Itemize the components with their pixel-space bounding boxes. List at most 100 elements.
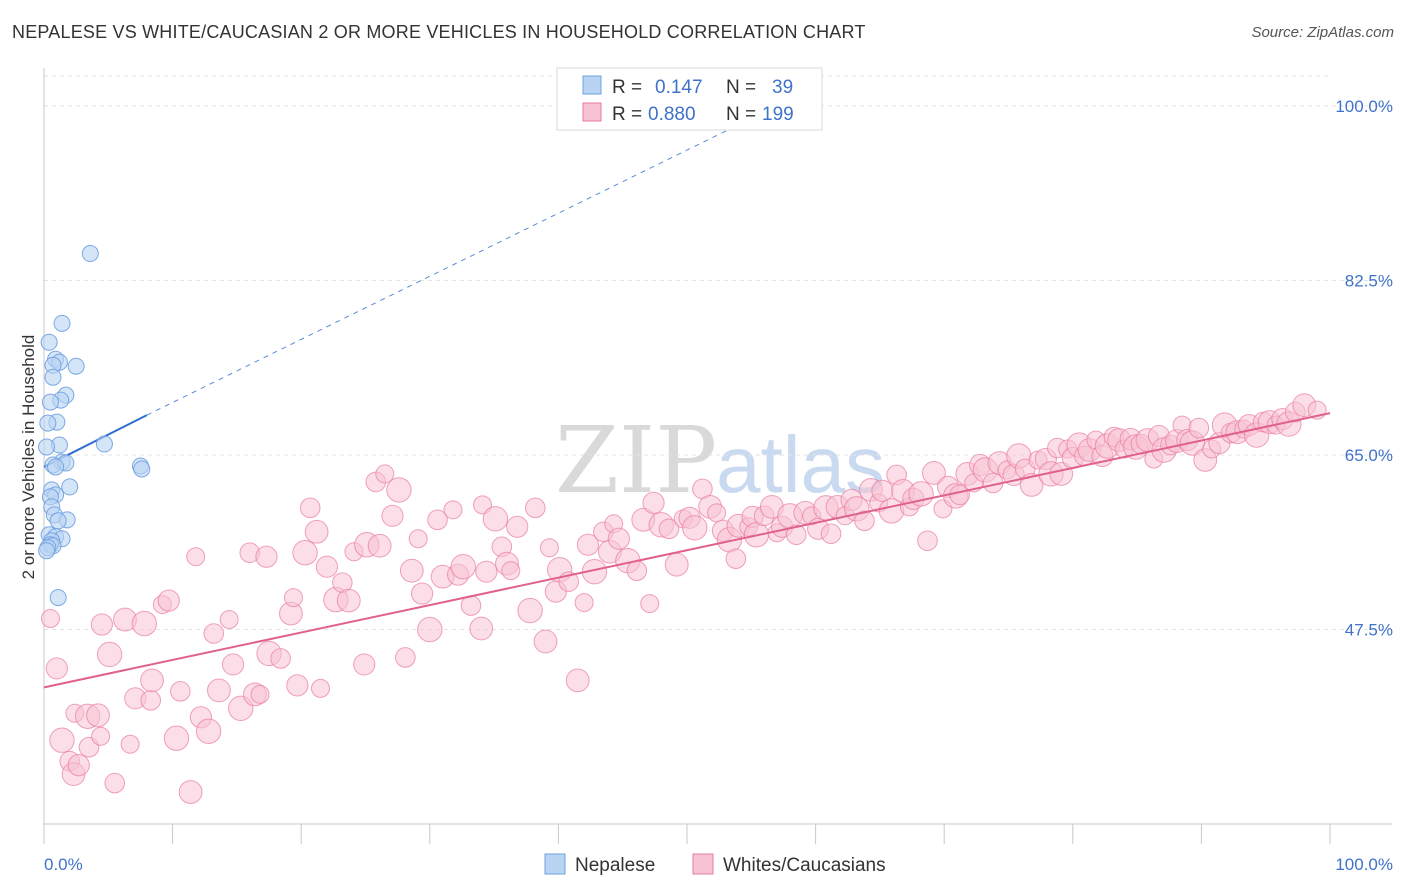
point-nepalese (38, 438, 56, 456)
legend-swatch-nepalese (582, 75, 602, 95)
y-tick-label-2: 82.5% (1345, 271, 1393, 290)
point-whites (353, 653, 376, 676)
point-whites (336, 588, 361, 613)
point-whites (163, 725, 190, 751)
point-nepalese (61, 478, 79, 496)
point-whites (1019, 473, 1044, 497)
point-whites (386, 477, 412, 503)
point-whites (642, 491, 665, 514)
bottom-legend: Nepalese Whites/Caucasians (544, 853, 886, 876)
point-whites (626, 560, 648, 581)
point-nepalese (49, 589, 67, 607)
points-nepalese (38, 245, 151, 607)
point-whites (539, 538, 559, 558)
point-whites (203, 623, 225, 644)
point-nepalese (49, 512, 67, 530)
point-whites (140, 668, 164, 693)
y-tick-label-0: 47.5% (1345, 621, 1393, 640)
point-whites (178, 780, 203, 804)
point-whites (664, 552, 689, 577)
point-whites (408, 529, 428, 549)
point-whites (286, 674, 309, 697)
point-whites (375, 464, 395, 484)
legend-r-value-nepalese: 0.147 (655, 77, 703, 98)
watermark-zip: ZIP (555, 407, 717, 514)
x-tick-label-0: 0.0% (44, 855, 83, 874)
legend-r-value-whites: 0.880 (648, 104, 696, 125)
chart-title: NEPALESE VS WHITE/CAUCASIAN 2 OR MORE VE… (12, 22, 866, 42)
point-whites (399, 558, 424, 583)
point-whites (682, 515, 708, 541)
point-whites (170, 681, 191, 702)
point-whites (270, 648, 291, 669)
point-nepalese (81, 245, 99, 263)
legend-n-label-whites: N = (726, 104, 756, 125)
y-tick-label-3: 100.0% (1335, 97, 1393, 116)
point-whites (283, 588, 303, 608)
point-nepalese (40, 333, 58, 351)
y-tick-labels: 47.5% 65.0% 82.5% 100.0% (1335, 97, 1393, 640)
bottom-legend-swatch-whites (692, 853, 714, 875)
point-nepalese (47, 458, 65, 476)
point-whites (725, 548, 747, 570)
legend-r-label-whites: R = (612, 104, 642, 125)
x-tick-label-1: 100.0% (1335, 855, 1393, 874)
legend-n-value-whites: 199 (762, 104, 794, 125)
point-whites (90, 613, 113, 636)
y-tick-label-1: 65.0% (1345, 446, 1393, 465)
point-whites (367, 533, 392, 558)
y-axis-title: 2 or more Vehicles in Household (19, 335, 38, 580)
point-whites (517, 597, 543, 624)
source-label: Source: ZipAtlas.com (1251, 24, 1394, 41)
point-whites (206, 678, 231, 703)
point-whites (450, 553, 476, 580)
point-whites (395, 647, 416, 668)
point-nepalese (133, 460, 151, 478)
point-whites (140, 690, 162, 711)
trend-nepalese-dashed (146, 105, 778, 416)
point-whites (917, 530, 938, 552)
point-whites (49, 727, 75, 753)
point-whites (533, 629, 558, 654)
point-whites (91, 726, 111, 746)
stats-legend: R = 0.147 N = 39 R = 0.880 N = 199 (556, 67, 823, 131)
point-whites (443, 500, 463, 520)
trend-whites-solid (43, 412, 1331, 689)
point-whites (574, 593, 594, 613)
point-whites (640, 594, 660, 614)
point-whites (157, 589, 180, 612)
point-whites (250, 684, 270, 704)
point-whites (658, 518, 680, 540)
point-whites (482, 506, 509, 532)
point-whites (67, 754, 90, 777)
point-whites (96, 641, 123, 668)
point-whites (315, 555, 339, 578)
point-whites (310, 678, 330, 698)
point-whites (922, 461, 946, 485)
point-whites (40, 609, 60, 629)
point-nepalese (95, 435, 113, 453)
point-nepalese (67, 357, 85, 375)
point-nepalese (41, 393, 59, 411)
point-whites (292, 540, 318, 566)
point-whites (427, 509, 448, 531)
point-whites (104, 772, 126, 794)
x-tick-labels: 0.0% 100.0% (44, 855, 1393, 874)
point-whites (195, 718, 222, 744)
point-whites (221, 653, 245, 676)
point-whites (469, 616, 494, 641)
point-whites (786, 524, 807, 546)
legend-n-label-nepalese: N = (726, 77, 756, 98)
point-whites (410, 582, 434, 605)
point-whites (524, 497, 546, 519)
point-whites (820, 523, 842, 545)
point-whites (45, 657, 68, 680)
point-nepalese (38, 542, 56, 560)
zipatlas-watermark: ZIP atlas (555, 407, 885, 514)
point-whites (219, 610, 239, 630)
point-whites (417, 616, 443, 643)
point-nepalese (53, 314, 71, 332)
bottom-legend-swatch-nepalese (544, 853, 566, 875)
point-whites (565, 668, 590, 693)
